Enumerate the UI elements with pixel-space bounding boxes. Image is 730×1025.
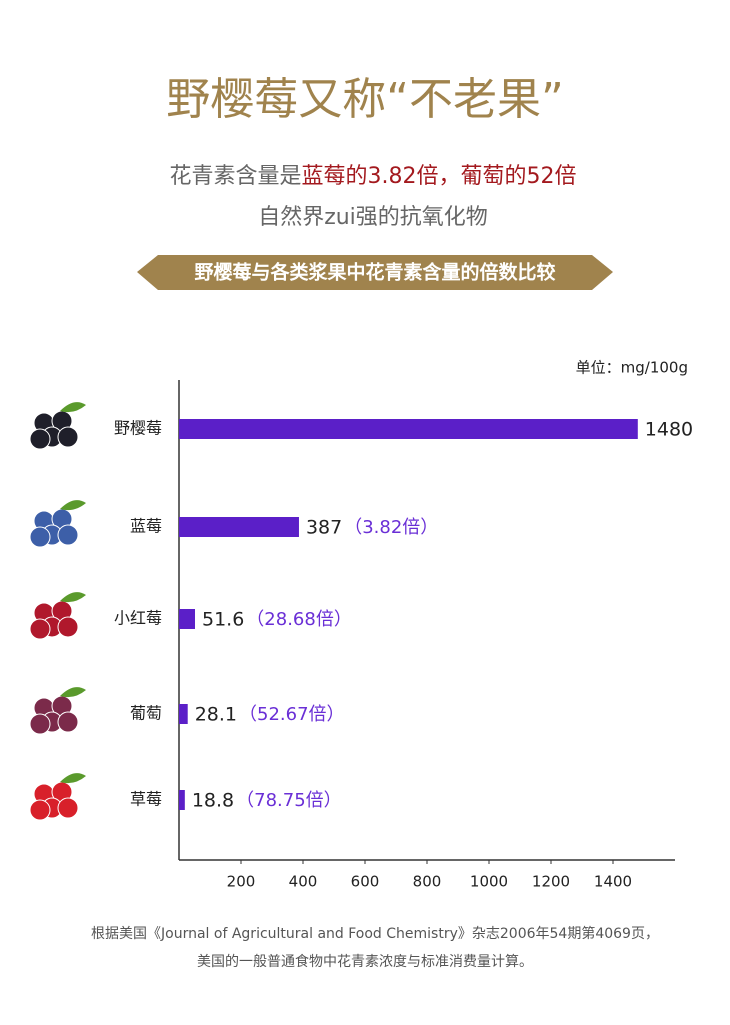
fruit-icon	[29, 428, 51, 450]
subtitle-red: 蓝莓的3.82倍，葡萄的52倍	[302, 164, 577, 189]
leaf-icon	[60, 402, 86, 413]
subtitle-2: 自然界zui强的抗氧化物	[258, 205, 488, 230]
bar	[179, 704, 188, 724]
fruit-icon	[29, 799, 51, 821]
bar	[179, 609, 195, 629]
category-label: 野樱莓	[114, 419, 162, 438]
x-tick-label: 1000	[470, 873, 508, 891]
leaf-icon	[60, 500, 86, 511]
fruit-icon	[57, 797, 79, 819]
banner-bg	[137, 255, 613, 290]
x-tick-label: 200	[227, 873, 256, 891]
x-tick-label: 600	[351, 873, 380, 891]
subtitle: 花青素含量是蓝莓的3.82倍，葡萄的52倍	[170, 164, 577, 189]
value-label: 28.1	[195, 704, 237, 726]
value-label: 18.8	[192, 790, 234, 812]
bar	[179, 419, 638, 439]
fruit-icon	[57, 524, 79, 546]
ratio-label: （52.67倍）	[239, 704, 345, 725]
footnote-1: 根据美国《Journal of Agricultural and Food Ch…	[91, 925, 659, 942]
footnote-2: 美国的一般普通食物中花青素浓度与标准消费量计算。	[197, 953, 533, 970]
value-label: 51.6	[202, 609, 244, 631]
value-label: 1480	[645, 419, 693, 441]
value-label: 387	[306, 517, 342, 539]
subtitle-gray: 花青素含量是	[170, 164, 302, 189]
ratio-label: （28.68倍）	[246, 609, 352, 630]
category-label: 蓝莓	[130, 517, 162, 536]
unit-label: 单位：mg/100g	[576, 359, 688, 377]
fruit-icon	[29, 618, 51, 640]
x-tick-label: 400	[289, 873, 318, 891]
bar	[179, 790, 185, 810]
banner: 野樱莓与各类浆果中花青素含量的倍数比较	[194, 261, 555, 284]
ratio-label: （78.75倍）	[236, 790, 342, 811]
ratio-label: （3.82倍）	[344, 517, 438, 538]
x-tick-label: 1200	[532, 873, 570, 891]
fruit-icon	[57, 616, 79, 638]
fruit-icon	[57, 426, 79, 448]
category-label: 葡萄	[130, 704, 162, 723]
category-label: 小红莓	[114, 609, 162, 628]
fruit-icon	[29, 526, 51, 548]
category-label: 草莓	[130, 790, 162, 809]
leaf-icon	[60, 773, 86, 784]
leaf-icon	[60, 687, 86, 698]
bar	[179, 517, 299, 537]
title: 野樱莓又称“不老果”	[166, 74, 564, 125]
x-tick-label: 1400	[594, 873, 632, 891]
leaf-icon	[60, 592, 86, 603]
fruit-icon	[57, 711, 79, 733]
x-tick-label: 800	[413, 873, 442, 891]
fruit-icon	[29, 713, 51, 735]
